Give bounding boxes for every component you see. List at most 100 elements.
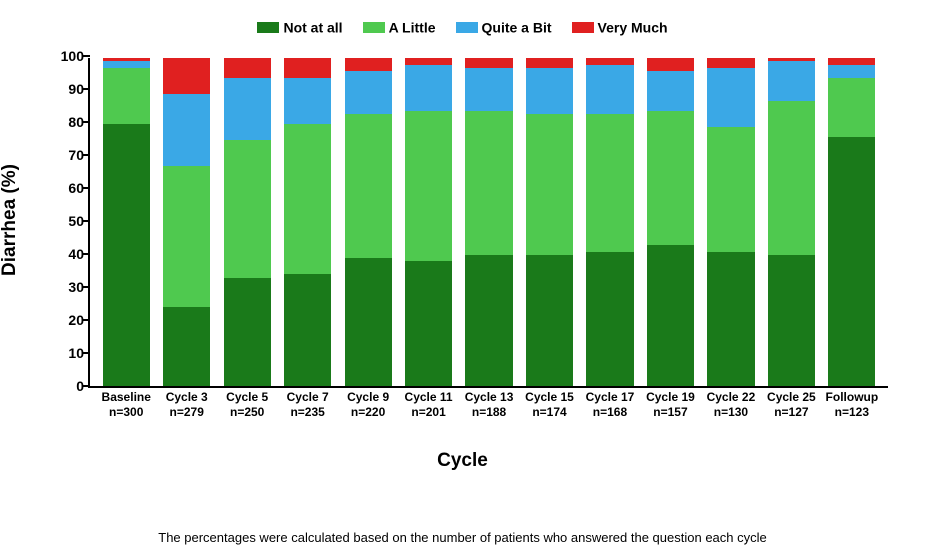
y-tick-mark — [83, 220, 90, 222]
legend-label: A Little — [389, 19, 436, 35]
bar-segment — [647, 111, 694, 245]
y-tick-label: 70 — [44, 147, 84, 163]
x-tick-label: Cycle 13n=188 — [455, 386, 523, 420]
bar-segment — [163, 58, 210, 94]
bar-segment — [768, 61, 815, 100]
legend-label: Very Much — [598, 19, 668, 35]
bar-segment — [345, 58, 392, 71]
y-tick-label: 100 — [44, 48, 84, 64]
x-tick-label: Cycle 19n=157 — [636, 386, 704, 420]
legend-swatch — [572, 22, 594, 33]
stacked-bar — [284, 58, 331, 386]
category-n: n=127 — [757, 405, 825, 420]
x-tick-label: Cycle 11n=201 — [395, 386, 463, 420]
bar-segment — [345, 114, 392, 258]
bar-slot: Followupn=123 — [822, 58, 882, 386]
x-tick-label: Cycle 9n=220 — [334, 386, 402, 420]
bar-segment — [828, 65, 875, 78]
bar-slot: Cycle 7n=235 — [277, 58, 337, 386]
category-label: Cycle 3 — [153, 390, 221, 405]
legend-swatch — [363, 22, 385, 33]
legend-item: Very Much — [572, 18, 668, 35]
y-tick-mark — [83, 319, 90, 321]
bar-slot: Cycle 13n=188 — [459, 58, 519, 386]
y-tick-label: 40 — [44, 246, 84, 262]
stacked-bar — [707, 58, 754, 386]
bar-segment — [526, 68, 573, 114]
bar-slot: Cycle 15n=174 — [519, 58, 579, 386]
x-tick-label: Cycle 5n=250 — [213, 386, 281, 420]
legend-label: Not at all — [283, 19, 342, 35]
category-n: n=174 — [516, 405, 584, 420]
chart-container: Not at allA LittleQuite a BitVery Much D… — [0, 0, 925, 558]
category-label: Cycle 13 — [455, 390, 523, 405]
bar-segment — [647, 71, 694, 110]
bar-segment — [586, 65, 633, 114]
category-label: Followup — [818, 390, 886, 405]
x-axis-label: Cycle — [0, 450, 925, 472]
bar-slot: Cycle 5n=250 — [217, 58, 277, 386]
legend-swatch — [456, 22, 478, 33]
y-tick-label: 20 — [44, 312, 84, 328]
category-n: n=220 — [334, 405, 402, 420]
bar-segment — [647, 58, 694, 71]
stacked-bar — [163, 58, 210, 386]
stacked-bar — [828, 58, 875, 386]
category-n: n=201 — [395, 405, 463, 420]
bar-slot: Cycle 25n=127 — [761, 58, 821, 386]
category-n: n=188 — [455, 405, 523, 420]
bar-segment — [405, 261, 452, 386]
stacked-bar — [526, 58, 573, 386]
stacked-bar — [647, 58, 694, 386]
bar-segment — [768, 255, 815, 386]
bar-slot: Cycle 17n=168 — [580, 58, 640, 386]
x-tick-label: Cycle 7n=235 — [274, 386, 342, 420]
category-label: Cycle 19 — [636, 390, 704, 405]
bar-segment — [163, 307, 210, 386]
y-tick-mark — [83, 253, 90, 255]
category-label: Cycle 15 — [516, 390, 584, 405]
y-tick-label: 90 — [44, 81, 84, 97]
bar-slot: Cycle 19n=157 — [640, 58, 700, 386]
bar-slot: Cycle 9n=220 — [338, 58, 398, 386]
bar-segment — [768, 101, 815, 255]
bar-slot: Cycle 22n=130 — [701, 58, 761, 386]
y-tick-mark — [83, 187, 90, 189]
category-label: Cycle 25 — [757, 390, 825, 405]
stacked-bar — [224, 58, 271, 386]
x-tick-label: Cycle 25n=127 — [757, 386, 825, 420]
stacked-bar — [586, 58, 633, 386]
bar-segment — [224, 78, 271, 140]
y-tick-mark — [83, 352, 90, 354]
category-n: n=168 — [576, 405, 644, 420]
bar-segment — [163, 94, 210, 166]
category-label: Cycle 11 — [395, 390, 463, 405]
category-label: Cycle 7 — [274, 390, 342, 405]
bar-segment — [224, 278, 271, 386]
y-tick-label: 30 — [44, 279, 84, 295]
bar-segment — [345, 71, 392, 114]
legend-item: Quite a Bit — [456, 18, 552, 35]
stacked-bar — [405, 58, 452, 386]
stacked-bar — [345, 58, 392, 386]
bar-segment — [526, 114, 573, 255]
bar-segment — [224, 140, 271, 278]
category-n: n=123 — [818, 405, 886, 420]
bar-segment — [405, 65, 452, 111]
bar-segment — [405, 111, 452, 262]
x-tick-label: Followupn=123 — [818, 386, 886, 420]
y-tick-label: 60 — [44, 180, 84, 196]
bar-segment — [224, 58, 271, 78]
stacked-bar — [465, 58, 512, 386]
y-tick-mark — [83, 385, 90, 387]
category-n: n=235 — [274, 405, 342, 420]
category-n: n=250 — [213, 405, 281, 420]
category-n: n=130 — [697, 405, 765, 420]
bar-slot: Cycle 11n=201 — [398, 58, 458, 386]
legend-item: A Little — [363, 18, 436, 35]
bar-segment — [284, 58, 331, 78]
bar-segment — [465, 68, 512, 111]
y-tick-mark — [83, 286, 90, 288]
bar-segment — [828, 137, 875, 386]
bar-segment — [707, 68, 754, 127]
